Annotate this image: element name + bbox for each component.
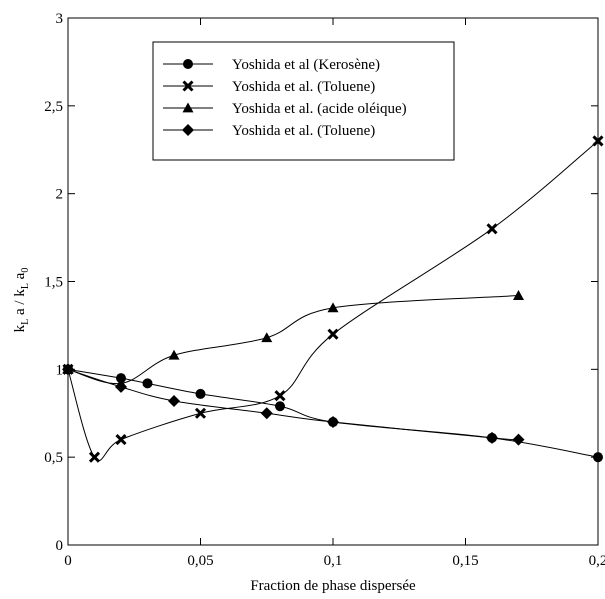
axis-ticks: 0 0,5 1 1,5 2 2,5 3 0 0,05 0,1 0,15 0,2 [44, 11, 605, 569]
series-line [67, 295, 519, 385]
data-point [182, 102, 194, 113]
legend-label: Yoshida et al. (acide oléique) [232, 101, 407, 117]
data-point [115, 380, 127, 393]
x-tick-label: 0,2 [589, 553, 605, 569]
data-point [142, 378, 153, 389]
data-point [327, 302, 339, 313]
y-tick-label: 0 [56, 538, 64, 554]
series-line [67, 368, 519, 441]
data-point [194, 407, 207, 419]
data-point [195, 388, 206, 399]
data-point [260, 407, 273, 420]
data-point [486, 223, 498, 235]
y-axis-title: kL a / kL a0 [12, 268, 31, 333]
x-tick-label: 0,15 [452, 553, 478, 569]
data-point [275, 401, 285, 412]
y-tick-label: 2,5 [44, 99, 63, 115]
series-1 [63, 364, 603, 463]
data-point [115, 434, 127, 446]
legend-label: Yoshida et al. (Toluene) [232, 123, 375, 139]
y-tick-label: 0,5 [44, 450, 63, 466]
data-point [593, 452, 603, 463]
x-axis-title: Fraction de phase dispersée [250, 578, 416, 594]
x-tick-label: 0,05 [187, 553, 213, 569]
x-tick-label: 0,1 [324, 553, 343, 569]
data-point [168, 349, 180, 360]
data-point [327, 416, 339, 429]
y-axis-title-sub1: L [20, 319, 31, 325]
series-4 [62, 363, 525, 446]
y-tick-label: 1 [56, 362, 64, 378]
legend-box [152, 41, 455, 161]
data-point [261, 332, 273, 343]
data-point [88, 451, 101, 463]
data-point [513, 290, 524, 300]
y-tick-label: 1,5 [44, 275, 63, 291]
data-point [486, 431, 498, 444]
y-axis-title-sub2: L [20, 283, 31, 289]
data-point [183, 59, 193, 69]
y-axis-title-k1: k [12, 324, 28, 332]
data-point [182, 80, 194, 92]
legend-item: Yoshida et al. (Toluene) [163, 123, 375, 139]
series-line [67, 140, 599, 461]
legend-label: Yoshida et al (Kerosène) [232, 57, 380, 73]
y-tick-label: 2 [56, 187, 64, 203]
y-axis-title-a0: a [12, 272, 28, 283]
series-group [62, 135, 604, 463]
legend-label: Yoshida et al. (Toluene) [232, 79, 375, 95]
data-point [592, 135, 604, 147]
data-point [62, 363, 74, 376]
legend-item: Yoshida et al (Kerosène) [163, 57, 380, 73]
series-2 [62, 135, 604, 463]
data-point [327, 328, 339, 340]
series-3 [62, 290, 524, 388]
data-point [512, 433, 525, 446]
legend-items: Yoshida et al (Kerosène) Yoshida et al. (… [163, 57, 407, 139]
legend: Yoshida et al (Kerosène) Yoshida et al. (… [152, 41, 455, 161]
data-point [168, 394, 180, 407]
y-axis-title-mid: a / k [12, 289, 28, 319]
y-axis-title-sub3: 0 [20, 268, 31, 273]
x-tick-label: 0 [64, 553, 72, 569]
data-point [274, 390, 286, 402]
data-point [182, 124, 194, 136]
y-tick-label: 3 [56, 11, 64, 27]
legend-item: Yoshida et al. (Toluene) [163, 79, 375, 95]
legend-item: Yoshida et al. (acide oléique) [163, 101, 407, 117]
